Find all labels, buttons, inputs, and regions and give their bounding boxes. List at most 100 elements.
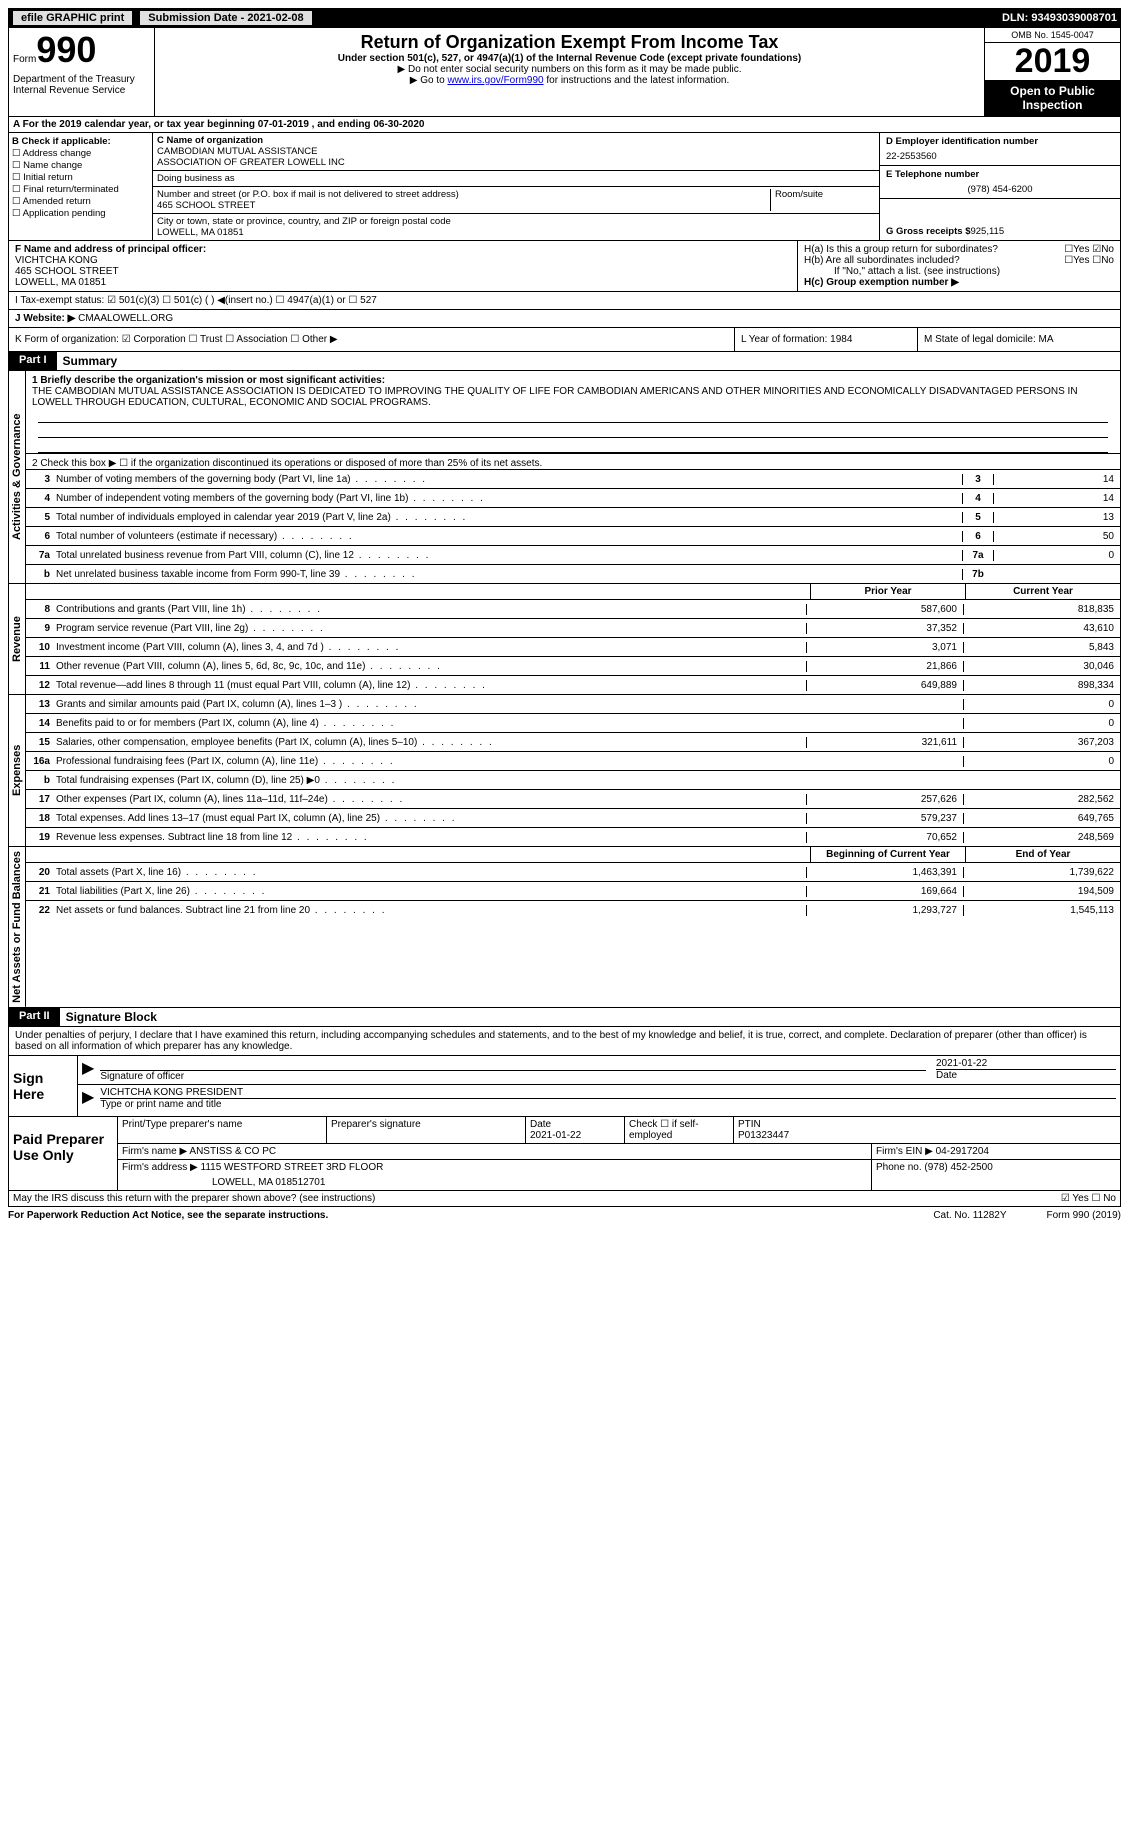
arrow-icon: ▶ bbox=[82, 1087, 100, 1110]
cb-amended[interactable]: ☐ Amended return bbox=[12, 196, 149, 207]
form-header: Form 990 Department of the Treasury Inte… bbox=[8, 28, 1121, 117]
form-footer: Form 990 (2019) bbox=[1047, 1210, 1121, 1221]
inspection-label: Open to Public Inspection bbox=[985, 80, 1120, 116]
omb-label: OMB No. 1545-0047 bbox=[985, 28, 1120, 43]
sign-here-label: Sign Here bbox=[9, 1056, 77, 1116]
revenue-header: Prior Year Current Year bbox=[26, 584, 1120, 600]
table-row: 21 Total liabilities (Part X, line 26) 1… bbox=[26, 882, 1120, 901]
row-klm: K Form of organization: ☑ Corporation ☐ … bbox=[8, 328, 1121, 352]
side-netassets: Net Assets or Fund Balances bbox=[9, 847, 26, 1007]
col-d-right: D Employer identification number 22-2553… bbox=[879, 133, 1120, 240]
table-row: 20 Total assets (Part X, line 16) 1,463,… bbox=[26, 863, 1120, 882]
group-return: H(a) Is this a group return for subordin… bbox=[798, 241, 1120, 291]
form-number: 990 bbox=[36, 32, 96, 68]
revenue-block: Revenue Prior Year Current Year 8 Contri… bbox=[8, 584, 1121, 695]
note-ssn: ▶ Do not enter social security numbers o… bbox=[159, 64, 980, 75]
table-row: 7a Total unrelated business revenue from… bbox=[26, 546, 1120, 565]
year-formation: L Year of formation: 1984 bbox=[735, 328, 918, 351]
cb-name-change[interactable]: ☐ Name change bbox=[12, 160, 149, 171]
state-domicile: M State of legal domicile: MA bbox=[918, 328, 1120, 351]
firm-name-row: Firm's name ▶ ANSTISS & CO PC Firm's EIN… bbox=[118, 1144, 1120, 1160]
dln-label: DLN: 93493039008701 bbox=[1002, 12, 1117, 24]
principal-officer: F Name and address of principal officer:… bbox=[9, 241, 798, 291]
table-row: 13 Grants and similar amounts paid (Part… bbox=[26, 695, 1120, 714]
cb-address-change[interactable]: ☐ Address change bbox=[12, 148, 149, 159]
preparer-row1: Print/Type preparer's name Preparer's si… bbox=[118, 1117, 1120, 1144]
dba-cell: Doing business as bbox=[153, 171, 879, 187]
table-row: 17 Other expenses (Part IX, column (A), … bbox=[26, 790, 1120, 809]
pra-notice: For Paperwork Reduction Act Notice, see … bbox=[8, 1210, 328, 1221]
line2: 2 Check this box ▶ ☐ if the organization… bbox=[26, 454, 1120, 470]
part1-label: Part I bbox=[9, 352, 57, 370]
main-title: Return of Organization Exempt From Incom… bbox=[159, 32, 980, 53]
arrow-icon: ▶ bbox=[82, 1058, 100, 1082]
table-row: 5 Total number of individuals employed i… bbox=[26, 508, 1120, 527]
signature-block: Under penalties of perjury, I declare th… bbox=[8, 1027, 1121, 1117]
table-row: 11 Other revenue (Part VIII, column (A),… bbox=[26, 657, 1120, 676]
officer-name-line: ▶ VICHTCHA KONG PRESIDENT Type or print … bbox=[78, 1085, 1120, 1112]
cb-application-pending[interactable]: ☐ Application pending bbox=[12, 208, 149, 219]
perjury-text: Under penalties of perjury, I declare th… bbox=[9, 1027, 1120, 1056]
city-cell: City or town, state or province, country… bbox=[153, 214, 879, 240]
submission-button[interactable]: Submission Date - 2021-02-08 bbox=[139, 10, 312, 26]
efile-button[interactable]: efile GRAPHIC print bbox=[12, 10, 133, 26]
table-row: b Net unrelated business taxable income … bbox=[26, 565, 1120, 583]
table-row: 10 Investment income (Part VIII, column … bbox=[26, 638, 1120, 657]
discuss-answer[interactable]: ☑ Yes ☐ No bbox=[1061, 1193, 1116, 1204]
table-row: 3 Number of voting members of the govern… bbox=[26, 470, 1120, 489]
street-cell: Number and street (or P.O. box if mail i… bbox=[153, 187, 879, 214]
side-expenses: Expenses bbox=[9, 695, 26, 846]
cb-initial-return[interactable]: ☐ Initial return bbox=[12, 172, 149, 183]
note-goto: ▶ Go to www.irs.gov/Form990 for instruct… bbox=[159, 75, 980, 86]
part2-bar: Part II Signature Block bbox=[8, 1008, 1121, 1027]
department-label: Department of the Treasury Internal Reve… bbox=[13, 74, 150, 96]
irs-link[interactable]: www.irs.gov/Form990 bbox=[447, 75, 543, 86]
hb-answer[interactable]: ☐Yes ☐No bbox=[1064, 255, 1114, 266]
table-row: 19 Revenue less expenses. Subtract line … bbox=[26, 828, 1120, 846]
expenses-block: Expenses 13 Grants and similar amounts p… bbox=[8, 695, 1121, 847]
org-name-cell: C Name of organization CAMBODIAN MUTUAL … bbox=[153, 133, 879, 171]
side-activities: Activities & Governance bbox=[9, 371, 26, 583]
col-b-checkboxes: B Check if applicable: ☐ Address change … bbox=[9, 133, 153, 240]
part1-bar: Part I Summary bbox=[8, 352, 1121, 371]
table-row: 22 Net assets or fund balances. Subtract… bbox=[26, 901, 1120, 919]
ha-answer[interactable]: ☐Yes ☑No bbox=[1064, 244, 1114, 255]
firm-addr-row: Firm's address ▶ 1115 WESTFORD STREET 3R… bbox=[118, 1160, 1120, 1190]
table-row: 18 Total expenses. Add lines 13–17 (must… bbox=[26, 809, 1120, 828]
form-of-org: K Form of organization: ☑ Corporation ☐ … bbox=[9, 328, 735, 351]
table-row: 14 Benefits paid to or for members (Part… bbox=[26, 714, 1120, 733]
sign-here-row: Sign Here ▶ Signature of officer 2021-01… bbox=[9, 1056, 1120, 1116]
form-id-box: Form 990 Department of the Treasury Inte… bbox=[9, 28, 155, 116]
side-revenue: Revenue bbox=[9, 584, 26, 694]
col-c-org-info: C Name of organization CAMBODIAN MUTUAL … bbox=[153, 133, 879, 240]
form-word: Form bbox=[13, 54, 36, 65]
tax-exempt-status: I Tax-exempt status: ☑ 501(c)(3) ☐ 501(c… bbox=[8, 292, 1121, 310]
tax-year: 2019 bbox=[985, 43, 1120, 80]
year-box: OMB No. 1545-0047 2019 Open to Public In… bbox=[984, 28, 1120, 116]
table-row: b Total fundraising expenses (Part IX, c… bbox=[26, 771, 1120, 790]
paid-preparer-block: Paid Preparer Use Only Print/Type prepar… bbox=[8, 1117, 1121, 1191]
title-box: Return of Organization Exempt From Incom… bbox=[155, 28, 984, 116]
subtitle: Under section 501(c), 527, or 4947(a)(1)… bbox=[159, 53, 980, 64]
table-row: 12 Total revenue—add lines 8 through 11 … bbox=[26, 676, 1120, 694]
activities-block: Activities & Governance 1 Briefly descri… bbox=[8, 371, 1121, 584]
paid-preparer-label: Paid Preparer Use Only bbox=[9, 1117, 117, 1190]
part2-title: Signature Block bbox=[60, 1008, 163, 1026]
gross-cell: G Gross receipts $ 925,115 bbox=[880, 199, 1120, 240]
table-row: 15 Salaries, other compensation, employe… bbox=[26, 733, 1120, 752]
phone-cell: E Telephone number (978) 454-6200 bbox=[880, 166, 1120, 199]
part1-title: Summary bbox=[57, 352, 124, 370]
page-footer: For Paperwork Reduction Act Notice, see … bbox=[8, 1207, 1121, 1224]
line1: 1 Briefly describe the organization's mi… bbox=[26, 371, 1120, 454]
balance-header: Beginning of Current Year End of Year bbox=[26, 847, 1120, 863]
top-bar: efile GRAPHIC print Submission Date - 20… bbox=[8, 8, 1121, 28]
section-fh: F Name and address of principal officer:… bbox=[8, 241, 1121, 292]
table-row: 4 Number of independent voting members o… bbox=[26, 489, 1120, 508]
cb-final-return[interactable]: ☐ Final return/terminated bbox=[12, 184, 149, 195]
website-row: J Website: ▶ CMAALOWELL.ORG bbox=[8, 310, 1121, 328]
table-row: 8 Contributions and grants (Part VIII, l… bbox=[26, 600, 1120, 619]
section-bcd: B Check if applicable: ☐ Address change … bbox=[8, 133, 1121, 241]
table-row: 16a Professional fundraising fees (Part … bbox=[26, 752, 1120, 771]
part2-label: Part II bbox=[9, 1008, 60, 1026]
cb-self-employed[interactable]: Check ☐ if self-employed bbox=[625, 1117, 734, 1143]
